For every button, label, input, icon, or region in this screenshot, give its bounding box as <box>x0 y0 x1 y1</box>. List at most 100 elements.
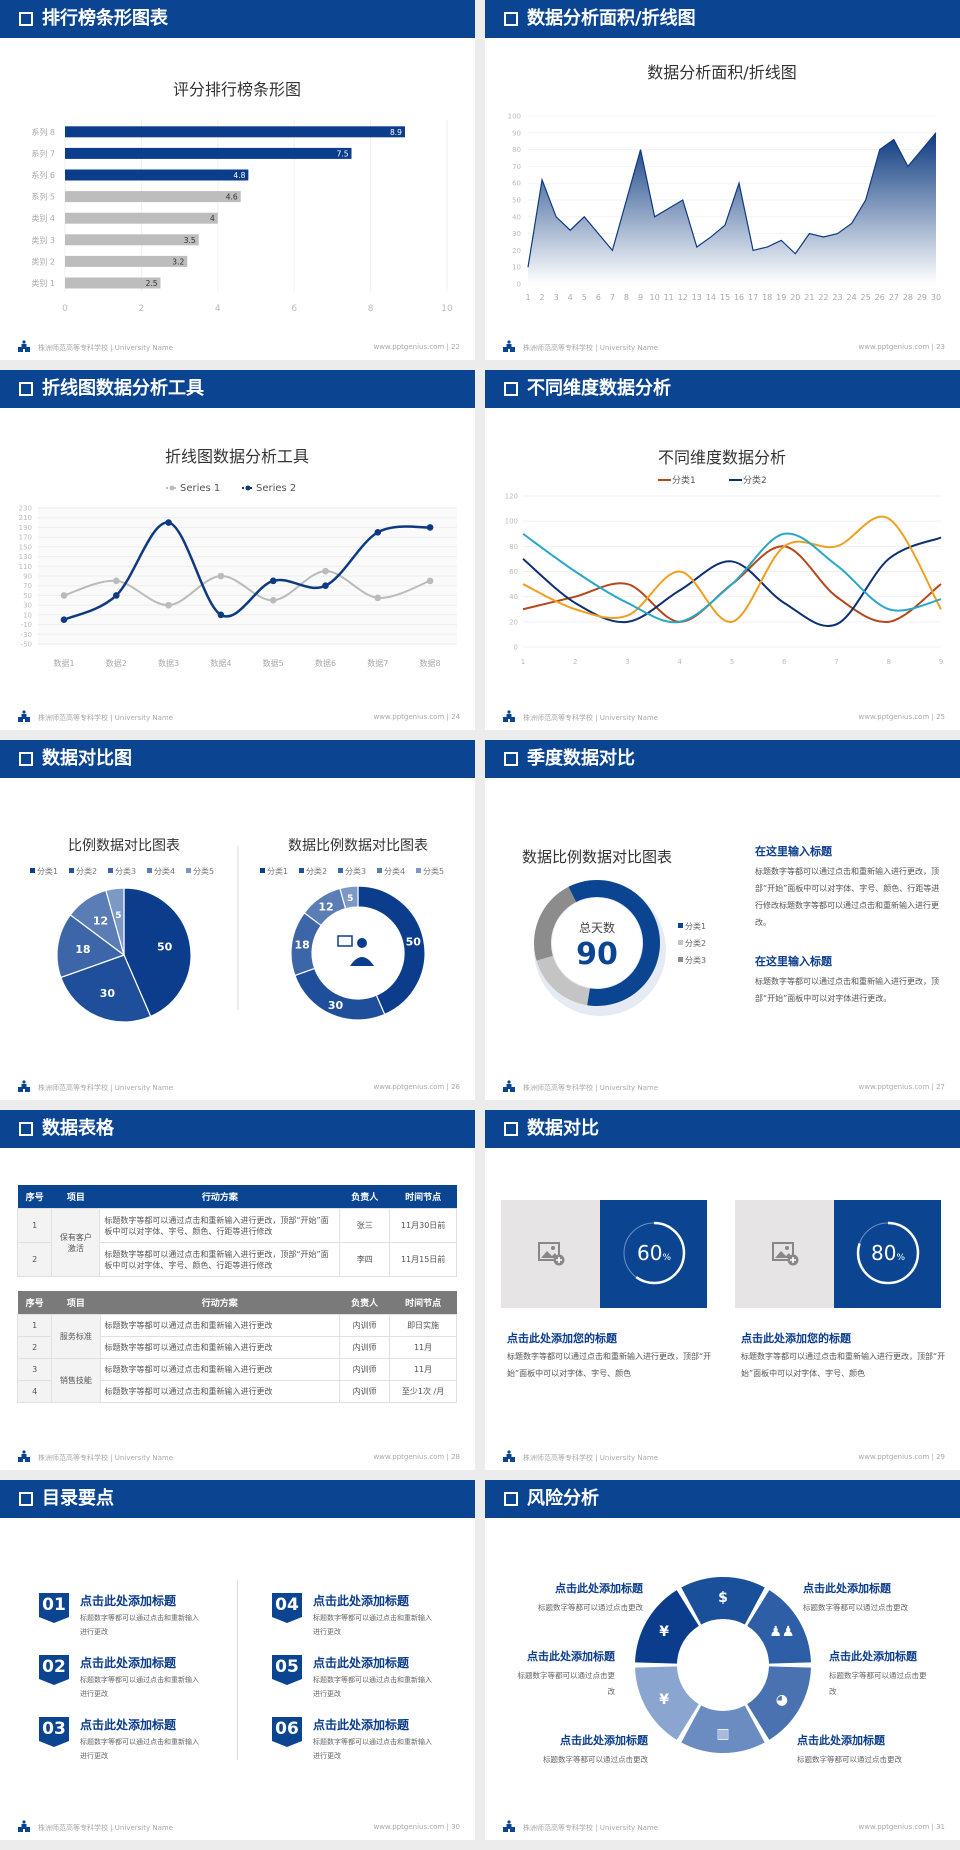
percent-unit: % <box>662 1253 671 1263</box>
checkbox-square-icon <box>504 1122 518 1136</box>
number-badge: 05 <box>272 1655 302 1685</box>
school-logo-icon <box>503 1820 515 1832</box>
y-tick-label: 130 <box>19 553 32 561</box>
table-header-row: 序号 项目 行动方案 负责人 时间节点 <box>17 1291 457 1315</box>
slice-value-label: 5 <box>347 894 353 904</box>
risk-title[interactable]: 点击此处添加标题 <box>560 1734 648 1747</box>
building-icon: ▥ <box>716 1726 729 1742</box>
y-tick-label: 100 <box>508 113 521 121</box>
checkbox-square-icon <box>504 382 518 396</box>
x-tick-label: 11 <box>664 293 674 302</box>
footer-site-page: www.pptgenius.com | 29 <box>858 1453 946 1461</box>
bar <box>65 255 188 267</box>
cell-project: 销售技能 <box>51 1358 101 1403</box>
x-tick-label: 8 <box>624 293 629 302</box>
column-header: 负责人 <box>351 1299 379 1309</box>
data-point <box>374 528 382 536</box>
table-row: 3 销售技能 标题数字等都可以通过点击和重新输入进行更改 内训师 11月 <box>16 1358 457 1403</box>
cycle-segment[interactable] <box>747 1666 811 1740</box>
area-fill <box>528 132 936 284</box>
toc-text: 标题数字等都可以通过点击和重新输入进行更改 <box>80 1614 199 1636</box>
risk-title[interactable]: 点击此处添加标题 <box>555 1582 643 1595</box>
y-tick-label: -10 <box>21 621 32 629</box>
footer-site-page: www.pptgenius.com | 25 <box>858 713 946 721</box>
risk-title[interactable]: 点击此处添加标题 <box>803 1582 891 1595</box>
cell-project: 服务标准 <box>51 1314 101 1359</box>
donut-slice <box>536 955 590 1006</box>
cycle-segment[interactable] <box>635 1590 699 1664</box>
risk-cycle-diagram: ¥ $ ♟♟ ◕ ▥ ¥ <box>635 1577 811 1753</box>
legend-label: 分类1 <box>672 474 696 486</box>
pie-slice <box>357 885 426 1016</box>
cycle-segment[interactable] <box>681 1705 765 1753</box>
category-label: 系列 6 <box>31 170 55 180</box>
cell-time: 即日实施 <box>389 1314 457 1337</box>
table-row: 1 服务标准 标题数字等都可以通过点击和重新输入进行更改 内训师 即日实施 <box>16 1314 457 1359</box>
y-tick-label: 120 <box>505 493 518 501</box>
x-tick-label: 数据3 <box>158 658 179 668</box>
x-tick-label: 数据2 <box>106 658 127 668</box>
x-tick-label: 9 <box>638 293 643 302</box>
toc-title[interactable]: 点击此处添加标题 <box>80 1656 177 1670</box>
presenter-icon <box>337 935 374 966</box>
x-tick-label: 14 <box>706 293 716 302</box>
toc-title[interactable]: 点击此处添加标题 <box>80 1718 177 1732</box>
y-tick-label: 230 <box>19 505 32 513</box>
series-line <box>63 521 431 621</box>
number-badge: 01 <box>39 1593 69 1623</box>
slide-title: 折线图数据分析工具 <box>42 378 204 399</box>
x-tick-label: 29 <box>917 293 927 302</box>
cell-no: 1 <box>16 1314 53 1337</box>
y-tick-label: 30 <box>512 230 521 238</box>
cycle-segment[interactable] <box>681 1577 765 1625</box>
category-label: 类别 1 <box>31 278 55 288</box>
toc-title[interactable]: 点击此处添加标题 <box>313 1656 410 1670</box>
card-title: 点击此处添加您的标题 <box>741 1332 851 1345</box>
bar-value-label: 7.5 <box>337 149 349 158</box>
footer-school-name: 株洲师范高等专科学校 | University Name <box>523 1084 658 1092</box>
toc-title[interactable]: 点击此处添加标题 <box>313 1718 410 1732</box>
risk-title[interactable]: 点击此处添加标题 <box>527 1650 615 1663</box>
chart-title: 比例数据对比图表 <box>68 838 180 854</box>
x-tick-label: 21 <box>804 293 814 302</box>
toc-title[interactable]: 点击此处添加标题 <box>80 1594 177 1608</box>
y-tick-label: 70 <box>512 163 521 171</box>
risk-title[interactable]: 点击此处添加标题 <box>829 1650 917 1663</box>
table-row: 2 标题数字等都可以通过点击和重新输入进行更改 内训师 11月 <box>16 1336 457 1359</box>
footer-school-name: 株洲师范高等专科学校 | University Name <box>38 1824 173 1832</box>
footer-site-page: www.pptgenius.com | 24 <box>373 713 461 721</box>
cell-no: 2 <box>16 1336 53 1359</box>
y-tick-label: 50 <box>23 592 32 600</box>
x-tick-label: 16 <box>734 293 744 302</box>
footer-site-page: www.pptgenius.com | 22 <box>373 343 461 351</box>
toc-text: 标题数字等都可以通过点击和重新输入进行更改 <box>80 1676 199 1698</box>
legend-label: 分类2 <box>76 866 97 876</box>
x-tick-label: 2 <box>139 304 145 314</box>
category-label: 类别 2 <box>31 256 55 266</box>
risk-text: 标题数字等都可以通过点击更改 <box>803 1603 908 1612</box>
risk-text: 标题数字等都可以通过点击更改 <box>829 1671 927 1696</box>
slide-title: 目录要点 <box>42 1488 114 1509</box>
slice-value-label: 5 <box>115 911 121 921</box>
image-placeholder[interactable] <box>735 1200 834 1308</box>
slide-header: 数据对比 <box>485 1110 960 1148</box>
school-logo-icon <box>18 1450 30 1462</box>
cell-owner: 内训师 <box>339 1336 391 1359</box>
legend-marker <box>169 485 175 491</box>
image-placeholder[interactable] <box>501 1200 600 1308</box>
footer-school-name: 株洲师范高等专科学校 | University Name <box>523 1824 658 1832</box>
data-point <box>269 596 277 604</box>
cell-owner: 张三 <box>339 1208 391 1243</box>
x-tick-label: 24 <box>846 293 856 302</box>
cycle-segment[interactable] <box>747 1590 811 1664</box>
cycle-segment[interactable] <box>635 1666 699 1740</box>
legend-label: 分类1 <box>37 866 58 876</box>
x-tick-label: 15 <box>720 293 730 302</box>
checkbox-square-icon <box>504 1492 518 1506</box>
risk-title[interactable]: 点击此处添加标题 <box>797 1734 885 1747</box>
toc-title[interactable]: 点击此处添加标题 <box>313 1594 410 1608</box>
y-tick-label: 100 <box>505 518 518 526</box>
y-tick-label: 0 <box>517 281 521 289</box>
donut-center <box>552 898 642 988</box>
x-tick-label: 3 <box>625 658 629 666</box>
